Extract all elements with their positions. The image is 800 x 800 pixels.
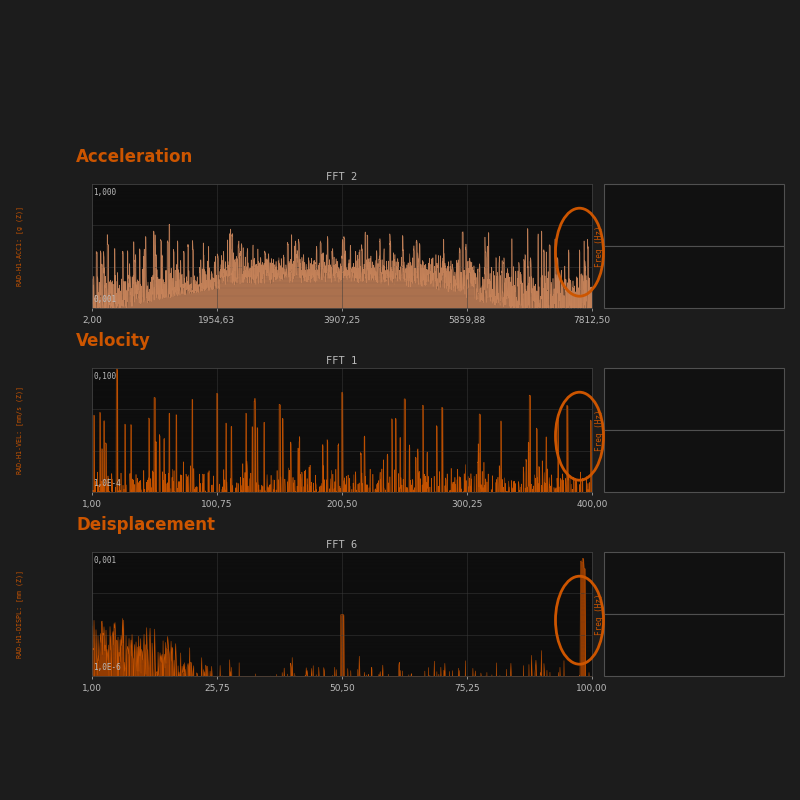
Text: -03: -03 [754, 640, 771, 650]
Text: ACT: ACT [766, 555, 779, 562]
Text: 1,0E-4: 1,0E-4 [93, 479, 121, 488]
Text: Velocity: Velocity [76, 333, 151, 350]
Text: FFT 6: FFT 6 [326, 539, 358, 550]
Text: RAD-H1-DISPL: [mm (Z)]: RAD-H1-DISPL: [mm (Z)] [17, 570, 23, 658]
Text: 0,100: 0,100 [93, 372, 116, 381]
Text: Acceleration: Acceleration [76, 149, 194, 166]
Text: 0,001: 0,001 [93, 556, 116, 565]
Text: RAD-H1-ACC-RMS (m/s2): RAD-H1-ACC-RMS (m/s2) [609, 187, 698, 194]
Text: 0.109: 0.109 [647, 582, 722, 606]
Text: 0.150: 0.150 [647, 214, 722, 238]
Text: Deisplacement: Deisplacement [76, 517, 215, 534]
Text: -03: -03 [754, 578, 771, 588]
Text: ACT: ACT [766, 250, 779, 255]
Text: Freq (Hz): Freq (Hz) [594, 593, 603, 635]
Text: Freq (Hz): Freq (Hz) [594, 225, 603, 267]
Text: FFT 2: FFT 2 [326, 171, 358, 182]
Text: ACT: ACT [766, 187, 779, 194]
Text: 1,0E-6: 1,0E-6 [93, 663, 121, 672]
Text: 0.151: 0.151 [647, 460, 722, 484]
Text: 1.214: 1.214 [647, 276, 722, 300]
Text: RAD-H1-ACC1: [g (Z)]: RAD-H1-ACC1: [g (Z)] [17, 206, 23, 286]
Text: ACT: ACT [766, 434, 779, 439]
Text: RAD-H1-VEL-PP (mm/s): RAD-H1-VEL-PP (mm/s) [609, 434, 694, 440]
Text: FFT 1: FFT 1 [326, 355, 358, 366]
Text: RAD-H1-ACC-PP (m/s2): RAD-H1-ACC-PP (m/s2) [609, 250, 694, 256]
Text: 0.044: 0.044 [647, 398, 722, 422]
Text: ACT: ACT [766, 618, 779, 623]
Text: RAD-H1-DISPL-PP (mmExp: RAD-H1-DISPL-PP (mmExp [609, 618, 702, 624]
Text: ACT: ACT [766, 371, 779, 378]
Text: 1,000: 1,000 [93, 188, 116, 197]
Text: RAD-H1-DISPL- RMS (mExp: RAD-H1-DISPL- RMS (mExp [609, 555, 706, 562]
Text: RAD-H1-VEL-RMS (mm/s): RAD-H1-VEL-RMS (mm/s) [609, 371, 698, 378]
Text: Freq (Hz): Freq (Hz) [594, 409, 603, 451]
Text: RAD-H1-VEL: [mm/s (Z)]: RAD-H1-VEL: [mm/s (Z)] [17, 386, 23, 474]
Text: 0,001: 0,001 [93, 295, 116, 304]
Text: 0.629: 0.629 [647, 644, 722, 668]
